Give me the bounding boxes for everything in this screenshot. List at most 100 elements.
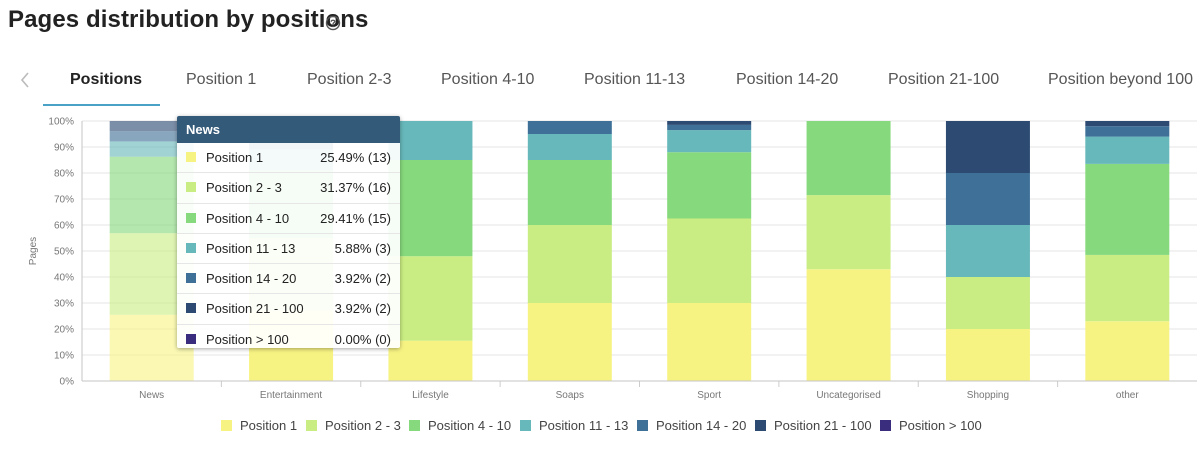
x-tick-label: Shopping xyxy=(967,390,1009,401)
legend-swatch xyxy=(755,419,766,431)
legend-swatch xyxy=(221,419,232,431)
bar-soaps-position-2-3 xyxy=(527,225,612,303)
bar-soaps-position-4-10 xyxy=(527,160,612,225)
tooltip-swatch xyxy=(186,212,196,223)
y-tick-label: 40% xyxy=(54,273,74,284)
tab-position-21-100[interactable]: Position 21-100 xyxy=(888,71,1000,88)
legend-item-position-14-20[interactable]: Position 14 - 20 xyxy=(637,416,746,434)
tooltip-value: 29.41% (15) xyxy=(320,210,391,226)
tooltip-value: 0.00% (0) xyxy=(334,331,391,347)
tooltip-value: 31.37% (16) xyxy=(320,180,391,196)
chart-legend: Position 1 Position 2 - 3 Position 4 - 10 P… xyxy=(0,416,1200,436)
legend-swatch xyxy=(306,419,317,431)
x-tick-label: News xyxy=(139,390,164,401)
legend-label: Position 21 - 100 xyxy=(774,417,872,433)
bar-shopping-position-2-3 xyxy=(945,277,1030,329)
tooltip-label: Position > 100 xyxy=(206,331,289,347)
chart-tooltip: News Position 1 25.49% (13) Position 2 - 3… xyxy=(177,116,400,348)
tooltip-swatch xyxy=(186,273,196,284)
bar-lifestyle-position-1 xyxy=(388,340,473,381)
tooltip-label: Position 21 - 100 xyxy=(206,301,304,317)
tooltip-label: Position 1 xyxy=(206,150,264,165)
bar-news-position-21-100 xyxy=(109,121,194,132)
y-tick-label: 90% xyxy=(54,143,74,154)
tooltip-swatch xyxy=(186,152,196,162)
x-tick-label: Lifestyle xyxy=(412,390,449,401)
bar-other-position-4-10 xyxy=(1085,163,1170,255)
question-circle-icon[interactable] xyxy=(325,15,341,31)
tab-position-11-13[interactable]: Position 11-13 xyxy=(584,71,686,88)
bar-sport-position-11-13 xyxy=(667,130,752,153)
bar-sport-position-21-100 xyxy=(667,121,752,125)
tooltip-label: Position 2 - 3 xyxy=(206,180,282,196)
tooltip-swatch xyxy=(186,242,196,253)
legend-swatch xyxy=(880,419,891,431)
legend-item-position-1[interactable]: Position 1 xyxy=(221,416,297,434)
bar-shopping-position-11-13 xyxy=(945,225,1030,277)
legend-swatch xyxy=(409,419,420,431)
y-tick-label: 0% xyxy=(60,377,75,388)
bar-other-position-11-13 xyxy=(1085,136,1170,164)
bar-lifestyle-position-11-13 xyxy=(388,121,473,160)
tab-positions[interactable]: Positions xyxy=(70,71,143,88)
legend-item-position-100[interactable]: Position > 100 xyxy=(880,416,982,434)
bar-other-position-1 xyxy=(1085,321,1170,381)
tab-position-1[interactable]: Position 1 xyxy=(186,71,257,88)
legend-item-position-11-13[interactable]: Position 11 - 13 xyxy=(520,416,628,434)
tooltip-row: Position 21 - 100 3.92% (2) xyxy=(177,294,400,325)
tab-position-14-20[interactable]: Position 14-20 xyxy=(736,71,839,88)
bar-sport-position-1 xyxy=(667,303,752,381)
tooltip-row: Position 1 25.49% (13) xyxy=(177,143,400,174)
tab-position-2-3[interactable]: Position 2-3 xyxy=(307,71,392,88)
tooltip-swatch xyxy=(186,303,196,314)
tooltip-row: Position 14 - 20 3.92% (2) xyxy=(177,264,400,295)
tooltip-value: 3.92% (2) xyxy=(334,271,391,287)
tooltip-label: Position 11 - 13 xyxy=(206,240,296,256)
legend-item-position-21-100[interactable]: Position 21 - 100 xyxy=(755,416,872,434)
bar-uncategorised-position-2-3 xyxy=(806,195,891,270)
legend-label: Position 14 - 20 xyxy=(656,417,747,433)
chevron-left-icon[interactable] xyxy=(18,70,32,90)
tooltip-swatch xyxy=(186,333,196,344)
tooltip-row: Position > 100 0.00% (0) xyxy=(177,325,400,348)
x-tick-label: other xyxy=(1116,390,1139,401)
legend-label: Position 11 - 13 xyxy=(539,417,629,433)
tab-position-4-10[interactable]: Position 4-10 xyxy=(441,71,535,88)
tab-bar: Positions Position 1 Position 2-3 Positi… xyxy=(0,60,1200,108)
tab-position-beyond-100[interactable]: Position beyond 100 xyxy=(1048,71,1193,88)
legend-item-position-4-10[interactable]: Position 4 - 10 xyxy=(409,416,511,434)
x-tick-label: Uncategorised xyxy=(816,390,880,401)
y-tick-label: 20% xyxy=(54,325,74,336)
bar-other-position-21-100 xyxy=(1085,121,1170,127)
bar-sport-position-4-10 xyxy=(667,152,752,219)
bar-sport-position-14-20 xyxy=(667,124,752,131)
bar-other-position-14-20 xyxy=(1085,126,1170,137)
bar-shopping-position-21-100 xyxy=(945,121,1030,173)
legend-label: Position 1 xyxy=(240,417,298,433)
legend-label: Position 2 - 3 xyxy=(325,417,401,433)
bar-uncategorised-position-1 xyxy=(806,269,891,381)
x-tick-label: Soaps xyxy=(556,390,584,401)
page-title: Pages distribution by positions xyxy=(8,6,369,33)
bar-other-position-2-3 xyxy=(1085,254,1170,322)
tooltip-value: 5.88% (3) xyxy=(334,240,391,256)
x-tick-label: Entertainment xyxy=(260,390,322,401)
tooltip-title: News xyxy=(177,116,400,143)
bar-shopping-position-1 xyxy=(945,329,1030,381)
y-tick-label: 10% xyxy=(54,351,74,362)
bar-sport-position-2-3 xyxy=(667,218,752,303)
legend-item-position-2-3[interactable]: Position 2 - 3 xyxy=(306,416,401,434)
legend-swatch xyxy=(637,419,648,431)
tooltip-row: Position 2 - 3 31.37% (16) xyxy=(177,173,400,204)
active-tab-indicator xyxy=(43,104,160,106)
bar-news-position-14-20 xyxy=(109,131,194,142)
y-tick-label: 50% xyxy=(54,247,74,258)
y-axis-label: Pages xyxy=(28,237,39,265)
bar-lifestyle-position-2-3 xyxy=(388,256,473,341)
tooltip-row: Position 11 - 13 5.88% (3) xyxy=(177,234,400,265)
tooltip-row: Position 4 - 10 29.41% (15) xyxy=(177,204,400,234)
legend-label: Position > 100 xyxy=(899,417,982,433)
bar-soaps-position-11-13 xyxy=(527,134,612,160)
y-tick-label: 70% xyxy=(54,195,74,206)
bar-shopping-position-14-20 xyxy=(945,173,1030,225)
